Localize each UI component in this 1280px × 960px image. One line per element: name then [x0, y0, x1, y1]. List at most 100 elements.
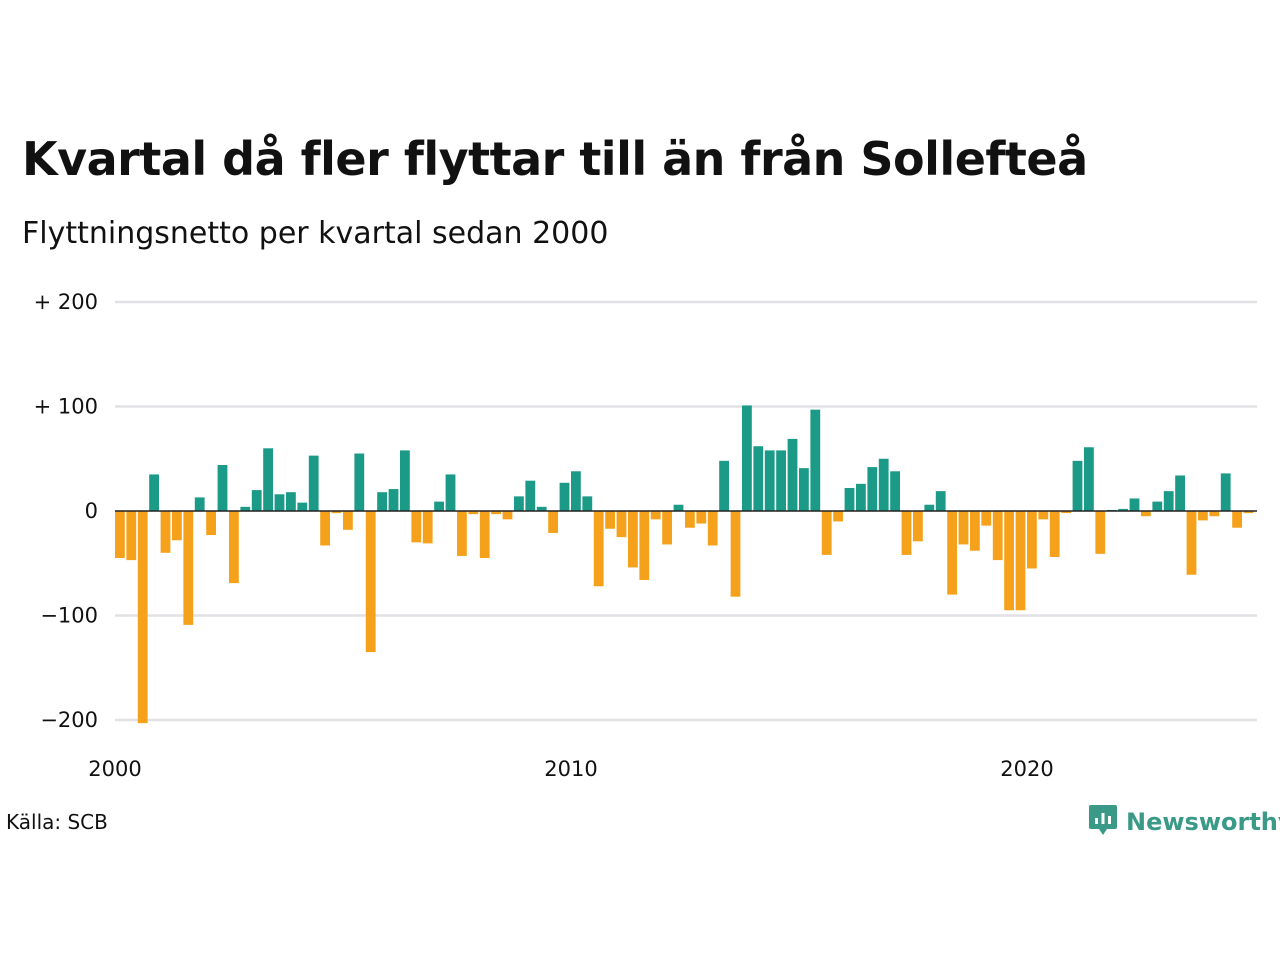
x-tick-label: 2010 [544, 757, 597, 781]
bar [1243, 511, 1254, 514]
bar [240, 506, 251, 511]
bar [650, 511, 661, 520]
bar [286, 492, 296, 511]
y-tick-label: + 100 [34, 395, 98, 419]
bar [1118, 508, 1128, 511]
bar [1141, 511, 1151, 517]
y-tick-label: 0 [85, 499, 98, 523]
y-tick-label: −100 [40, 604, 98, 628]
bar [901, 511, 912, 555]
bar [1027, 511, 1037, 569]
bar [411, 511, 422, 543]
bar [1152, 501, 1163, 511]
bar [274, 494, 285, 511]
bar [1084, 447, 1094, 511]
bar [468, 511, 479, 515]
bar [343, 511, 353, 530]
bar [1095, 511, 1106, 554]
bar [582, 496, 593, 511]
bar [1129, 498, 1140, 511]
x-axis-tick-labels: 2000 2010 2020 [88, 757, 1053, 781]
bar [263, 448, 273, 511]
bar [308, 455, 319, 511]
bar [878, 458, 889, 511]
bar [867, 467, 878, 511]
bar [742, 405, 752, 511]
bar [571, 471, 581, 511]
bar [1015, 511, 1026, 611]
bar [514, 496, 524, 511]
bar [434, 501, 444, 511]
bar [126, 511, 137, 561]
brand-name: Newsworthy [1126, 808, 1280, 836]
bar [605, 511, 615, 529]
bar [958, 511, 969, 545]
bar [1186, 511, 1197, 575]
bar [787, 438, 798, 511]
chart-title: Kvartal då fler flyttar till än från Sol… [22, 132, 1088, 186]
bar [935, 491, 946, 511]
bar [388, 489, 399, 511]
bar [548, 511, 558, 533]
bar [206, 511, 216, 536]
bar [981, 511, 992, 526]
bar [331, 511, 342, 514]
bar [559, 482, 570, 511]
bar [947, 511, 957, 595]
x-tick-label: 2020 [1000, 757, 1053, 781]
bar [1004, 511, 1014, 611]
bar [491, 511, 501, 515]
bar [525, 480, 536, 511]
bar [1061, 511, 1071, 514]
bar [149, 474, 159, 511]
bar [856, 483, 866, 511]
bar [1163, 491, 1174, 511]
x-tick-label: 2000 [88, 757, 141, 781]
bar [673, 504, 684, 511]
bar [776, 450, 786, 511]
bar [844, 488, 855, 511]
bar [821, 511, 832, 555]
bar [707, 511, 718, 546]
brand-logo: Newsworthy [1088, 803, 1280, 841]
bar [251, 490, 262, 511]
bar [1220, 473, 1231, 511]
bar [400, 450, 410, 511]
bar [799, 468, 809, 511]
bar [593, 511, 604, 587]
y-tick-label: −200 [40, 708, 98, 732]
bars [115, 405, 1254, 724]
bar [1232, 511, 1242, 528]
bar [502, 511, 513, 520]
bar [422, 511, 433, 544]
y-tick-label: + 200 [34, 290, 98, 314]
bar [1049, 511, 1060, 557]
bar [536, 506, 547, 511]
bar-chart: + 200 + 100 0 −100 −200 2000 2010 2020 [34, 290, 1257, 781]
bar [354, 453, 365, 511]
bar [115, 511, 125, 559]
bar [445, 474, 456, 511]
bar [810, 409, 821, 511]
bar [753, 446, 764, 511]
bar [1072, 460, 1083, 511]
bar [160, 511, 171, 553]
bar [890, 471, 900, 511]
bar [719, 460, 729, 511]
bar [479, 511, 490, 559]
newsworthy-logo-icon [1088, 803, 1118, 841]
bar [297, 502, 308, 511]
bar [628, 511, 638, 568]
y-axis-tick-labels: + 200 + 100 0 −100 −200 [34, 290, 98, 732]
bar [194, 497, 205, 511]
bar [924, 504, 935, 511]
bar [913, 511, 923, 542]
bar [320, 511, 330, 546]
bar [183, 511, 194, 625]
bar [1038, 511, 1049, 520]
source-note: Källa: SCB [6, 810, 108, 834]
bar [685, 511, 695, 528]
bar [217, 465, 228, 511]
bar [639, 511, 650, 580]
bar [1209, 511, 1220, 517]
